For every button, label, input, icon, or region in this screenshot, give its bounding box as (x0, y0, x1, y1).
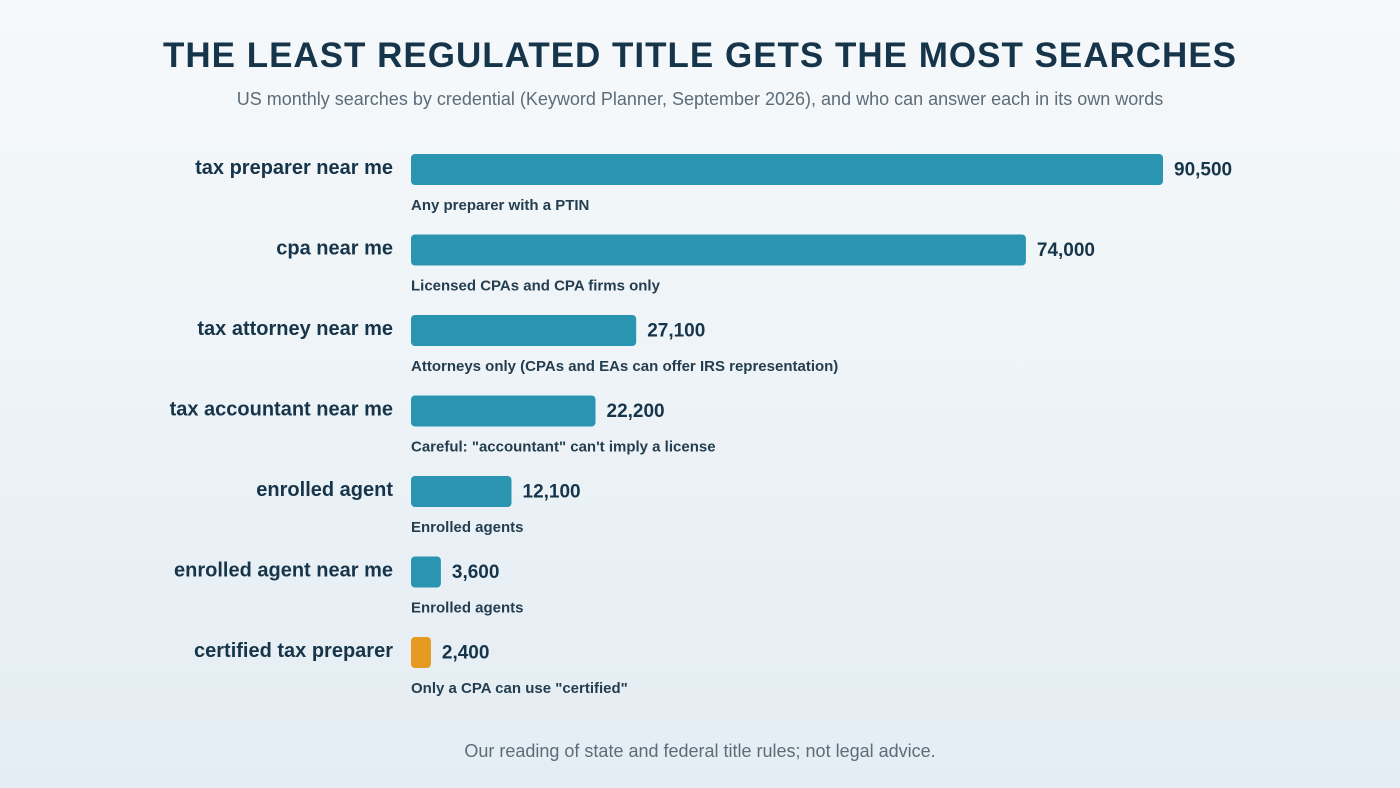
category-label: tax accountant near me (170, 398, 393, 420)
annotation: Licensed CPAs and CPA firms only (411, 278, 661, 295)
annotation: Only a CPA can use "certified" (411, 680, 628, 697)
annotation: Attorneys only (CPAs and EAs can offer I… (411, 358, 838, 375)
category-label: cpa near me (276, 237, 393, 259)
bar (411, 234, 1026, 266)
category-label: enrolled agent (256, 479, 393, 501)
category-label: tax attorney near me (197, 318, 393, 340)
annotation: Enrolled agents (411, 600, 524, 617)
chart-subtitle: US monthly searches by credential (Keywo… (236, 89, 1164, 109)
value-label: 74,000 (1037, 240, 1095, 261)
chart-title: THE LEAST REGULATED TITLE GETS THE MOST … (162, 36, 1238, 75)
bar-row: cpa near me 74,000 Licensed CPAs and CPA f… (276, 234, 1095, 295)
category-label: enrolled agent near me (174, 559, 393, 581)
bar (411, 637, 431, 668)
bar (411, 154, 1163, 185)
annotation: Careful: "accountant" can't imply a lice… (411, 439, 716, 456)
footnote: Our reading of state and federal title r… (464, 741, 936, 761)
annotation: Any preparer with a PTIN (411, 197, 589, 214)
value-label: 27,100 (647, 321, 705, 342)
bar-row: tax attorney near me 27,100 Attorneys only… (197, 315, 838, 375)
bar-row: tax accountant near me 22,200 Careful: "ac… (170, 395, 716, 456)
bar (411, 315, 637, 346)
value-label: 2,400 (442, 643, 490, 664)
bar-row: tax preparer near me 90,500 Any preparer w… (195, 154, 1232, 214)
value-label: 90,500 (1174, 160, 1232, 181)
category-label: tax preparer near me (195, 157, 393, 179)
category-label: certified tax preparer (194, 640, 393, 662)
bar-row: enrolled agent near me 3,600 Enrolled agen… (174, 556, 524, 617)
bar (411, 476, 512, 507)
value-label: 22,200 (607, 401, 665, 422)
bar (411, 556, 441, 588)
bar-row: certified tax preparer 2,400 Only a CPA ca… (194, 637, 628, 697)
annotation: Enrolled agents (411, 519, 524, 536)
bar-row: enrolled agent 12,100 Enrolled agents (256, 476, 581, 536)
value-label: 12,100 (523, 482, 581, 503)
value-label: 3,600 (452, 562, 500, 583)
bar (411, 395, 596, 427)
